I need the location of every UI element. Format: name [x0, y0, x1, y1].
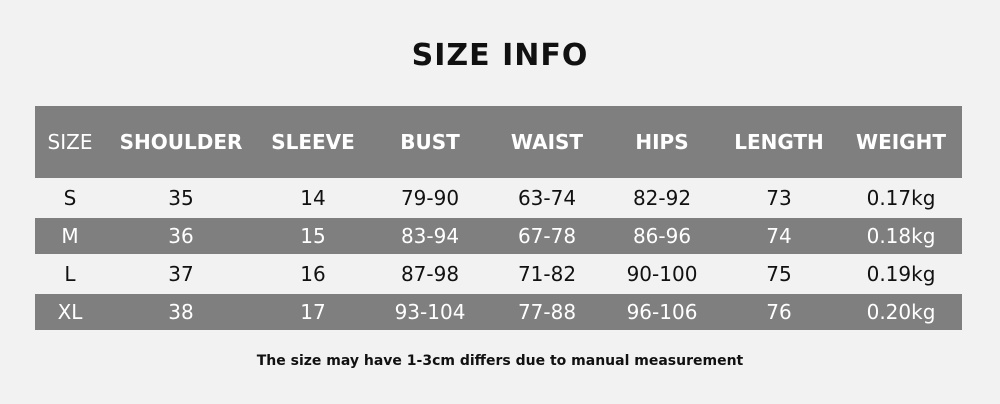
table-cell: 0.17kg: [866, 186, 936, 210]
table-cell: 75: [766, 262, 792, 286]
table-cell: 83-94: [400, 224, 460, 248]
table-cell: 71-82: [517, 262, 577, 286]
table-cell: 86-96: [632, 224, 692, 248]
column-header: SIZE: [47, 130, 93, 154]
table-cell: 35: [168, 186, 194, 210]
column-header: LENGTH: [734, 130, 824, 154]
column-header: WAIST: [510, 130, 584, 154]
table-cell: 74: [766, 224, 792, 248]
measurement-note: The size may have 1-3cm differs due to m…: [256, 353, 744, 369]
table-row: L 37 16 87-98 71-82 90-100 75 0.19kg: [35, 256, 962, 292]
column-header: BUST: [400, 130, 460, 154]
table-row: XL 38 17 93-104 77-88 96-106 76 0.20kg: [35, 294, 962, 330]
table-cell: 17: [300, 300, 326, 324]
table-cell: 14: [300, 186, 326, 210]
table-row: M 36 15 83-94 67-78 86-96 74 0.18kg: [35, 218, 962, 254]
table-cell: XL: [57, 300, 83, 324]
column-header: SLEEVE: [271, 130, 355, 154]
table-cell: 15: [300, 224, 326, 248]
table-cell: L: [64, 262, 76, 286]
table-cell: 76: [766, 300, 792, 324]
table-cell: 0.19kg: [866, 262, 936, 286]
table-cell: 37: [168, 262, 194, 286]
table-cell: 36: [168, 224, 194, 248]
table-cell: 96-106: [626, 300, 698, 324]
header-row: SIZE SHOULDER SLEEVE BUST WAIST HIPS LENGTH WEI…: [35, 106, 962, 178]
table-cell: 90-100: [626, 262, 698, 286]
column-header: HIPS: [635, 130, 689, 154]
table-cell: 87-98: [400, 262, 460, 286]
column-header: SHOULDER: [119, 130, 243, 154]
table-cell: 77-88: [517, 300, 577, 324]
table-cell: 67-78: [517, 224, 577, 248]
table-cell: 93-104: [394, 300, 466, 324]
size-table: SIZE SHOULDER SLEEVE BUST WAIST HIPS LENGTH WEI…: [35, 106, 962, 330]
column-header: WEIGHT: [856, 130, 946, 154]
table-cell: 38: [168, 300, 194, 324]
table-cell: M: [61, 224, 79, 248]
page-title: SIZE INFO: [411, 38, 589, 73]
table-cell: 16: [300, 262, 326, 286]
table-cell: 0.18kg: [866, 224, 936, 248]
table-cell: S: [63, 186, 77, 210]
table-cell: 79-90: [400, 186, 460, 210]
table-cell: 0.20kg: [866, 300, 936, 324]
table-row: S 35 14 79-90 63-74 82-92 73 0.17kg: [35, 180, 962, 216]
table-cell: 73: [766, 186, 792, 210]
table-cell: 63-74: [517, 186, 577, 210]
table-cell: 82-92: [632, 186, 692, 210]
